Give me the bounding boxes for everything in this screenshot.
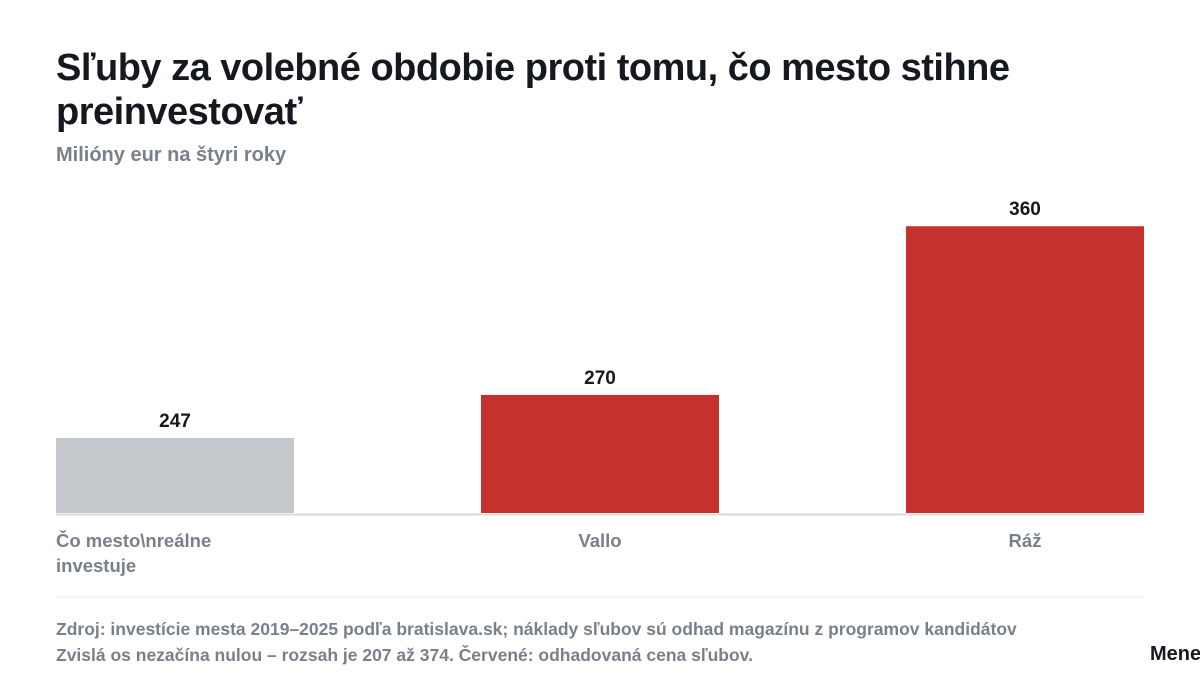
- bar-0: [56, 438, 294, 513]
- bar-1: [481, 394, 719, 513]
- chart-footer: Zdroj: investície mesta 2019–2025 podľa …: [56, 616, 1156, 668]
- chart-subtitle: Milióny eur na štyri roky: [56, 144, 287, 166]
- bar-chart: 247 Čo mesto\nreálne investuje 270 Vallo 360 R…: [56, 199, 1144, 598]
- brand-logo: Menej: [1150, 643, 1200, 665]
- axis-note: Zvislá os nezačína nulou – rozsah je 207…: [56, 645, 753, 665]
- category-label-2: Ráž: [1009, 530, 1042, 551]
- category-label-0: Čo mesto\nreálne investuje: [56, 530, 211, 576]
- data-label-0: 247: [159, 411, 191, 432]
- category-label-1: Vallo: [578, 530, 621, 551]
- data-label-2: 360: [1009, 199, 1041, 220]
- bar-2: [906, 226, 1144, 514]
- source-note: Zdroj: investície mesta 2019–2025 podľa …: [56, 619, 1017, 639]
- data-label-1: 270: [584, 368, 616, 389]
- chart-title: Sľuby za volebné obdobie proti tomu, čo …: [56, 47, 1010, 133]
